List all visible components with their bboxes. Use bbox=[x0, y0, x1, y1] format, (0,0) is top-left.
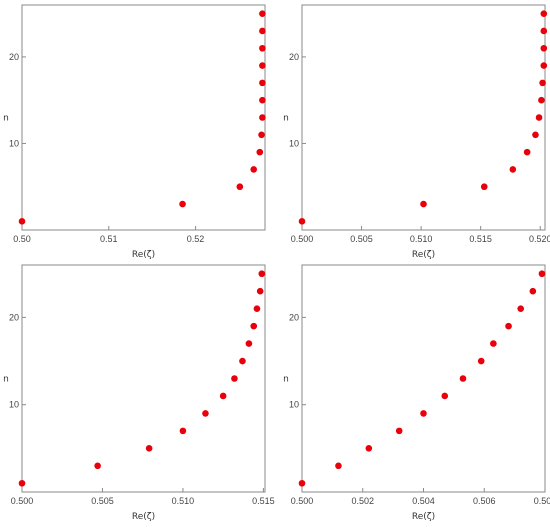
data-point bbox=[420, 410, 427, 417]
data-point bbox=[202, 410, 209, 417]
data-point bbox=[258, 270, 266, 278]
data-point bbox=[259, 62, 266, 69]
x-tick-label: 0.515 bbox=[252, 496, 275, 506]
data-point bbox=[480, 183, 488, 191]
data-point bbox=[18, 479, 26, 487]
x-tick-label: 0.508 bbox=[534, 496, 550, 506]
data-point bbox=[509, 166, 517, 173]
y-tick-label: 20 bbox=[9, 52, 19, 62]
data-point bbox=[145, 445, 153, 452]
data-point bbox=[540, 62, 548, 69]
x-tick-label: 0.506 bbox=[473, 496, 496, 506]
data-point bbox=[538, 270, 546, 278]
data-point bbox=[532, 131, 539, 139]
data-point bbox=[540, 10, 548, 17]
y-tick-label: 10 bbox=[9, 138, 19, 148]
x-tick-label: 0.50 bbox=[13, 234, 31, 244]
data-point bbox=[245, 340, 253, 347]
data-point bbox=[259, 114, 266, 121]
data-point bbox=[256, 287, 264, 295]
data-point bbox=[523, 148, 531, 156]
x-tick-label: 0.52 bbox=[187, 234, 205, 244]
data-point bbox=[250, 322, 258, 330]
plot-frame bbox=[21, 264, 266, 493]
x-tick-label: 0.505 bbox=[350, 234, 373, 244]
x-axis-label: Re(ζ) bbox=[132, 512, 155, 522]
data-point bbox=[395, 427, 403, 435]
y-axis-label: n bbox=[283, 375, 289, 385]
data-point bbox=[236, 183, 244, 191]
plot-frame bbox=[21, 4, 266, 231]
x-tick-label: 0.520 bbox=[529, 234, 550, 244]
chart-panel-1: 0.50 0.51 0.52 10 20 Re(ζ) n bbox=[3, 4, 266, 260]
x-tick-label: 0.505 bbox=[91, 496, 114, 506]
data-point bbox=[253, 305, 261, 312]
data-point bbox=[505, 322, 512, 330]
x-tick-label: 0.500 bbox=[291, 496, 314, 506]
x-tick-label: 0.515 bbox=[469, 234, 492, 244]
data-point bbox=[259, 79, 266, 87]
plot-frame bbox=[301, 4, 546, 231]
data-point bbox=[179, 427, 187, 435]
y-tick-label: 20 bbox=[9, 312, 19, 322]
x-axis-label: Re(ζ) bbox=[412, 250, 435, 260]
x-axis-label: Re(ζ) bbox=[132, 250, 155, 260]
x-tick-label: 0.500 bbox=[11, 496, 34, 506]
data-point bbox=[490, 340, 497, 347]
y-tick-label: 10 bbox=[289, 400, 299, 410]
data-point bbox=[259, 96, 266, 104]
data-point bbox=[258, 131, 265, 139]
data-point bbox=[535, 114, 543, 121]
data-point bbox=[94, 462, 101, 470]
data-point bbox=[250, 166, 258, 173]
data-point bbox=[219, 392, 227, 400]
data-point bbox=[441, 392, 449, 400]
data-point bbox=[477, 357, 485, 365]
data-point bbox=[538, 96, 545, 104]
y-tick-label: 10 bbox=[9, 400, 19, 410]
chart-panel-2: 0.500 0.505 0.510 0.515 0.520 10 20 Re(ζ) n bbox=[283, 4, 550, 260]
data-point bbox=[517, 305, 524, 312]
plot-frame bbox=[301, 264, 546, 493]
y-tick-label: 20 bbox=[289, 312, 299, 322]
data-point bbox=[259, 10, 266, 17]
data-point bbox=[459, 375, 467, 382]
x-tick-label: 0.504 bbox=[412, 496, 435, 506]
y-axis-label: n bbox=[3, 375, 9, 385]
data-point bbox=[365, 445, 373, 452]
x-tick-label: 0.500 bbox=[291, 234, 314, 244]
chart-panel-4: 0.500 0.502 0.504 0.506 0.508 10 20 Re(ζ) n bbox=[283, 264, 550, 522]
data-point bbox=[179, 200, 186, 208]
data-point bbox=[335, 462, 342, 470]
data-point bbox=[298, 479, 306, 487]
x-tick-label: 0.510 bbox=[172, 496, 195, 506]
data-point bbox=[420, 200, 427, 208]
data-point bbox=[256, 148, 264, 156]
y-tick-label: 10 bbox=[289, 138, 299, 148]
x-tick-label: 0.510 bbox=[410, 234, 433, 244]
y-tick-label: 20 bbox=[289, 52, 299, 62]
data-point bbox=[529, 287, 537, 295]
x-tick-label: 0.502 bbox=[351, 496, 374, 506]
data-point bbox=[231, 375, 238, 382]
data-point bbox=[259, 27, 266, 35]
data-point bbox=[18, 218, 26, 225]
y-axis-label: n bbox=[3, 114, 9, 124]
data-point bbox=[239, 357, 246, 365]
data-point bbox=[539, 79, 546, 87]
y-axis-label: n bbox=[283, 114, 289, 124]
data-point bbox=[540, 27, 548, 35]
chart-panel-3: 0.500 0.505 0.510 0.515 10 20 Re(ζ) n bbox=[3, 264, 275, 522]
data-point bbox=[540, 44, 548, 52]
x-axis-label: Re(ζ) bbox=[412, 512, 435, 522]
data-point bbox=[259, 44, 266, 52]
data-point bbox=[298, 218, 306, 225]
x-tick-label: 0.51 bbox=[100, 234, 118, 244]
